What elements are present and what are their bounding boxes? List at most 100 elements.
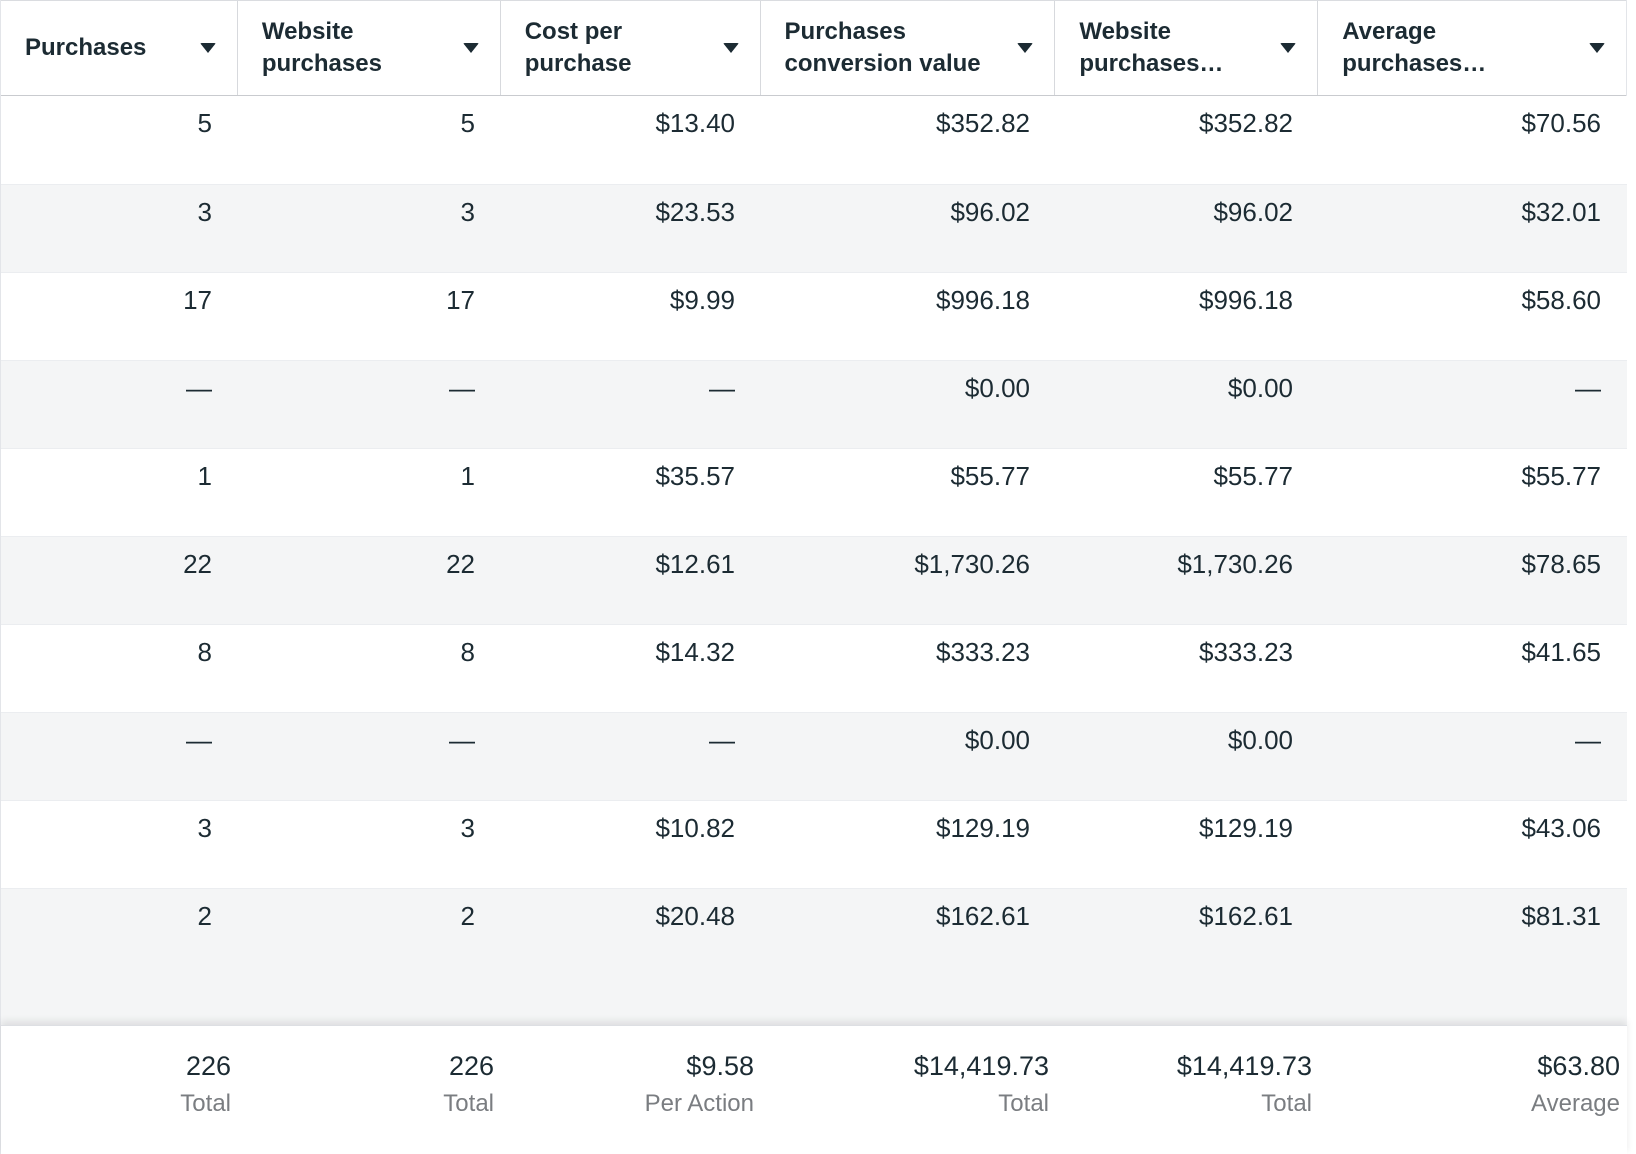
table-cell: 3	[197, 197, 212, 227]
table-cell: 22	[183, 549, 212, 579]
table-cell: $162.61	[936, 901, 1030, 931]
table-cell: 8	[460, 637, 475, 667]
table-cell: $13.40	[655, 108, 735, 138]
table-cell: —	[1575, 725, 1601, 755]
table-cell: 22	[446, 549, 475, 579]
table-cell: 3	[197, 813, 212, 843]
table-cell: 1	[460, 461, 475, 491]
table-row: — — — $0.00 $0.00 —	[1, 712, 1627, 800]
table-row: — — — $0.00 $0.00 —	[1, 360, 1627, 448]
table-cell: $0.00	[964, 725, 1030, 755]
table-cell: —	[186, 725, 212, 755]
totals-label: Total	[443, 1090, 494, 1117]
table-cell: $10.82	[655, 813, 735, 843]
table-cell: $20.48	[655, 901, 735, 931]
table-cell: $333.23	[936, 637, 1030, 667]
totals-cell: $9.58 Per Action	[501, 1026, 761, 1154]
table-cell: $55.77	[1521, 461, 1601, 491]
totals-label: Total	[180, 1090, 231, 1117]
table-cell: —	[186, 373, 212, 403]
column-header-label: Website purchases…	[1079, 18, 1224, 77]
table-cell: $78.65	[1521, 549, 1601, 579]
table-cell: —	[709, 725, 735, 755]
table-row: 22 22 $12.61 $1,730.26 $1,730.26 $78.65	[1, 536, 1627, 624]
caret-down-icon[interactable]	[722, 43, 739, 53]
table-cell: $96.02	[950, 197, 1030, 227]
table-cell: $1,730.26	[1177, 549, 1293, 579]
table-cell: —	[449, 725, 475, 755]
table-cell: $996.18	[1199, 285, 1293, 315]
column-header-website-purchases-conversion[interactable]: Website purchases…	[1055, 1, 1319, 95]
table-cell: 5	[460, 108, 475, 138]
totals-cell: $63.80 Average	[1319, 1026, 1627, 1154]
table-cell: $14.32	[655, 637, 735, 667]
totals-value: $63.80	[1537, 1051, 1620, 1081]
totals-value: $9.58	[686, 1051, 754, 1081]
table-cell: 17	[183, 285, 212, 315]
totals-cell: $14,419.73 Total	[1056, 1026, 1319, 1154]
column-header-cost-per-purchase[interactable]: Cost per purchase	[501, 1, 761, 95]
table-cell: 17	[446, 285, 475, 315]
caret-down-icon[interactable]	[462, 43, 479, 53]
table-cell: $996.18	[936, 285, 1030, 315]
table-cell: —	[449, 373, 475, 403]
table-row: 8 8 $14.32 $333.23 $333.23 $41.65	[1, 624, 1627, 712]
table-cell: $129.19	[936, 813, 1030, 843]
totals-label: Total	[1261, 1090, 1312, 1117]
table-row: 17 17 $9.99 $996.18 $996.18 $58.60	[1, 272, 1627, 360]
table-cell: —	[709, 373, 735, 403]
table-header: Purchases Website purchases Cost per pur…	[1, 0, 1626, 96]
table-cell: 2	[460, 901, 475, 931]
column-header-website-purchases[interactable]: Website purchases	[238, 1, 501, 95]
caret-down-icon[interactable]	[1017, 43, 1034, 53]
table-cell: $43.06	[1521, 813, 1601, 843]
totals-label: Total	[998, 1090, 1049, 1117]
table-cell: $55.77	[950, 461, 1030, 491]
table-row: 1 1 $35.57 $55.77 $55.77 $55.77	[1, 448, 1627, 536]
table-row: 2 2 $20.48 $162.61 $162.61 $81.31	[1, 888, 1627, 1025]
table-row: 3 3 $23.53 $96.02 $96.02 $32.01	[1, 184, 1627, 272]
table-cell: 8	[197, 637, 212, 667]
table-cell: $81.31	[1521, 901, 1601, 931]
table-cell: —	[1575, 373, 1601, 403]
table-cell: $58.60	[1521, 285, 1601, 315]
totals-cell: 226 Total	[1, 1026, 238, 1154]
table-cell: $333.23	[1199, 637, 1293, 667]
table-cell: $23.53	[655, 197, 735, 227]
totals-cell: $14,419.73 Total	[761, 1026, 1056, 1154]
table-cell: $41.65	[1521, 637, 1601, 667]
table-cell: $0.00	[1227, 373, 1293, 403]
table-row: 5 5 $13.40 $352.82 $352.82 $70.56	[1, 96, 1627, 184]
caret-down-icon[interactable]	[1589, 43, 1605, 53]
column-header-label: Purchases conversion value	[784, 18, 981, 77]
column-header-purchases-conversion-value[interactable]: Purchases conversion value	[761, 1, 1056, 95]
table-cell: $352.82	[1199, 108, 1293, 138]
column-header-label: Website purchases	[261, 18, 382, 77]
table-cell: $55.77	[1213, 461, 1293, 491]
table-row: 3 3 $10.82 $129.19 $129.19 $43.06	[1, 800, 1627, 888]
table-cell: $70.56	[1521, 108, 1601, 138]
totals-value: 226	[448, 1051, 494, 1081]
table-cell: $0.00	[964, 373, 1030, 403]
column-header-purchases[interactable]: Purchases	[1, 1, 238, 95]
column-header-average-purchases-conversion[interactable]: Average purchases…	[1318, 1, 1626, 95]
totals-row: 226 Total 226 Total $9.58 Per Action $14…	[1, 1025, 1627, 1154]
table-cell: $352.82	[936, 108, 1030, 138]
table-cell: 2	[197, 901, 212, 931]
totals-value: $14,419.73	[1176, 1051, 1312, 1081]
table-cell: $0.00	[1227, 725, 1293, 755]
table-cell: $35.57	[655, 461, 735, 491]
caret-down-icon[interactable]	[199, 43, 216, 53]
caret-down-icon[interactable]	[1280, 43, 1297, 53]
totals-value: $14,419.73	[913, 1051, 1049, 1081]
table-cell: $96.02	[1213, 197, 1293, 227]
table-cell: $129.19	[1199, 813, 1293, 843]
table-cell: $1,730.26	[914, 549, 1030, 579]
column-header-label: Cost per purchase	[524, 18, 632, 77]
table-cell: 3	[460, 813, 475, 843]
column-header-label: Purchases	[25, 34, 147, 61]
totals-cell: 226 Total	[238, 1026, 501, 1154]
totals-label: Average	[1531, 1090, 1620, 1117]
totals-label: Per Action	[644, 1090, 754, 1117]
